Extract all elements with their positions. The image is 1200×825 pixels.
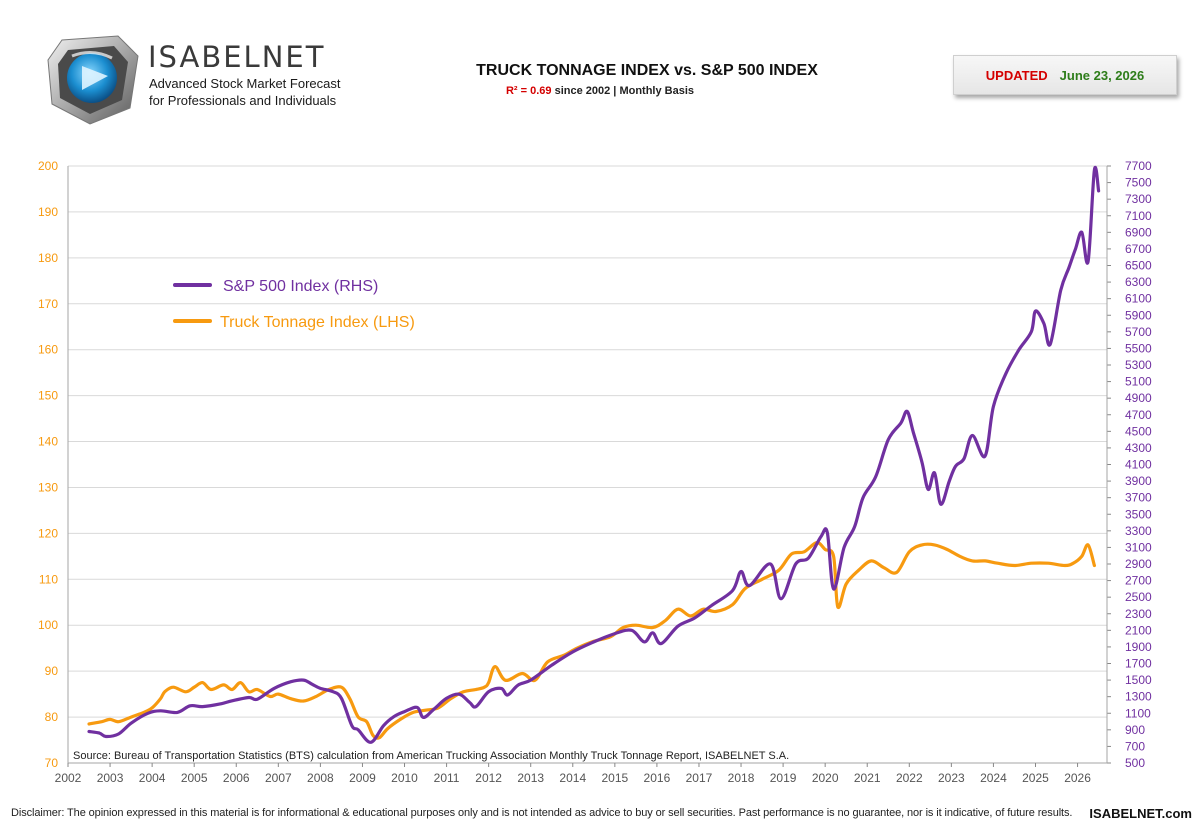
x-tick-label: 2005	[181, 771, 208, 785]
y-right-tick-label: 5700	[1125, 325, 1152, 339]
x-tick-label: 2014	[559, 771, 586, 785]
x-tick-label: 2025	[1022, 771, 1049, 785]
x-tick-label: 2019	[770, 771, 797, 785]
brand-name: ISABELNET	[148, 40, 326, 74]
y-right-tick-label: 900	[1125, 723, 1145, 737]
x-tick-label: 2011	[434, 771, 460, 785]
brand-tagline-1: Advanced Stock Market Forecast	[149, 76, 341, 91]
y-left-tick-label: 160	[38, 343, 58, 357]
x-tick-label: 2020	[812, 771, 839, 785]
y-right-tick-label: 2900	[1125, 557, 1152, 571]
y-right-tick-label: 5500	[1125, 341, 1152, 355]
y-left-tick-label: 80	[45, 710, 59, 724]
x-tick-label: 2018	[728, 771, 755, 785]
y-left-tick-label: 150	[38, 389, 58, 403]
y-right-tick-label: 1900	[1125, 640, 1152, 654]
y-right-tick-label: 6700	[1125, 242, 1152, 256]
y-right-tick-label: 4500	[1125, 424, 1152, 438]
site-link[interactable]: ISABELNET.com	[1089, 806, 1192, 821]
x-tick-label: 2004	[139, 771, 166, 785]
y-right-tick-label: 3300	[1125, 524, 1152, 538]
r2-value: R² = 0.69	[505, 85, 552, 97]
grid-lines	[68, 165, 1107, 764]
y-right-tick-label: 5100	[1125, 375, 1152, 389]
legend-truck-tonnage-label: Truck Tonnage Index (LHS)	[220, 314, 415, 331]
x-tick-label: 2026	[1064, 771, 1091, 785]
line-chart: 7080901001101201301401501601701801902005…	[38, 159, 1152, 785]
updated-label: UPDATED	[985, 67, 1048, 83]
y-right-tick-label: 3700	[1125, 491, 1152, 505]
chart-title: TRUCK TONNAGE INDEX vs. S&P 500 INDEX	[476, 62, 818, 79]
y-right-tick-label: 1100	[1125, 706, 1151, 720]
y-left-tick-label: 130	[38, 480, 58, 494]
x-tick-label: 2003	[97, 771, 124, 785]
y-right-tick-label: 2700	[1125, 574, 1152, 588]
y-right-tick-label: 4900	[1125, 391, 1152, 405]
y-right-tick-label: 6300	[1125, 275, 1152, 289]
y-right-tick-label: 5900	[1125, 308, 1152, 322]
y-right-tick-label: 6900	[1125, 225, 1152, 239]
y-right-tick-label: 7100	[1125, 209, 1152, 223]
y-left-tick-label: 70	[45, 756, 59, 770]
y-left-tick-label: 200	[38, 159, 58, 173]
y-right-tick-label: 5300	[1125, 358, 1152, 372]
x-tick-label: 2013	[517, 771, 544, 785]
x-tick-label: 2021	[854, 771, 881, 785]
y-left-tick-label: 170	[38, 297, 58, 311]
y-right-tick-label: 2500	[1125, 590, 1152, 604]
x-tick-label: 2002	[55, 771, 82, 785]
y-left-tick-label: 110	[39, 572, 58, 586]
y-right-tick-label: 7700	[1125, 159, 1152, 173]
updated-date: June 23, 2026	[1059, 67, 1145, 83]
y-left-tick-label: 90	[45, 664, 59, 678]
x-tick-label: 2006	[223, 771, 250, 785]
subtitle-rest: since 2002 | Monthly Basis	[554, 85, 695, 97]
x-tick-label: 2024	[980, 771, 1007, 785]
truck-tonnage-series-line	[87, 541, 1096, 740]
sp500-series-line	[87, 165, 1101, 744]
updated-badge: UPDATED June 23, 2026	[953, 55, 1177, 95]
legend: S&P 500 Index (RHS) Truck Tonnage Index (…	[173, 278, 415, 331]
y-right-tick-label: 2100	[1125, 623, 1152, 637]
x-tick-label: 2015	[601, 771, 628, 785]
y-right-tick-label: 1300	[1125, 690, 1152, 704]
y-left-tick-label: 100	[38, 618, 58, 632]
y-right-tick-label: 3900	[1125, 474, 1152, 488]
x-tick-label: 2008	[307, 771, 334, 785]
x-tick-label: 2022	[896, 771, 923, 785]
x-tick-label: 2009	[349, 771, 376, 785]
y-right-tick-label: 500	[1125, 756, 1145, 770]
source-note: Source: Bureau of Transportation Statist…	[73, 750, 789, 762]
y-left-tick-label: 180	[38, 251, 58, 265]
y-right-tick-label: 700	[1125, 739, 1145, 753]
y-right-tick-label: 6500	[1125, 259, 1152, 273]
y-left-tick-label: 120	[38, 526, 58, 540]
y-right-tick-label: 6100	[1125, 292, 1152, 306]
y-right-tick-label: 4300	[1125, 441, 1152, 455]
y-right-tick-label: 2300	[1125, 607, 1152, 621]
x-tick-label: 2016	[644, 771, 671, 785]
y-left-tick-label: 190	[38, 205, 58, 219]
brand-tagline-2: for Professionals and Individuals	[149, 93, 337, 108]
chart-subtitle: R² = 0.69 since 2002 | Monthly Basis	[0, 85, 1200, 97]
y-right-tick-label: 1500	[1125, 673, 1152, 687]
y-right-tick-label: 3100	[1125, 540, 1152, 554]
series-lines	[87, 165, 1101, 744]
x-tick-label: 2010	[391, 771, 418, 785]
axes: 7080901001101201301401501601701801902005…	[38, 159, 1152, 785]
y-right-tick-label: 4700	[1125, 408, 1152, 422]
y-right-tick-label: 7300	[1125, 192, 1152, 206]
y-right-tick-label: 7500	[1125, 176, 1152, 190]
x-tick-label: 2017	[686, 771, 713, 785]
y-right-tick-label: 3500	[1125, 507, 1152, 521]
legend-sp500-label: S&P 500 Index (RHS)	[223, 278, 378, 295]
y-right-tick-label: 1700	[1125, 657, 1152, 671]
x-tick-label: 2012	[475, 771, 502, 785]
isabelnet-logo	[47, 35, 139, 125]
disclaimer: Disclaimer: The opinion expressed in thi…	[11, 807, 1073, 819]
y-right-tick-label: 4100	[1125, 458, 1152, 472]
y-left-tick-label: 140	[38, 435, 58, 449]
x-tick-label: 2007	[265, 771, 292, 785]
x-tick-label: 2023	[938, 771, 965, 785]
